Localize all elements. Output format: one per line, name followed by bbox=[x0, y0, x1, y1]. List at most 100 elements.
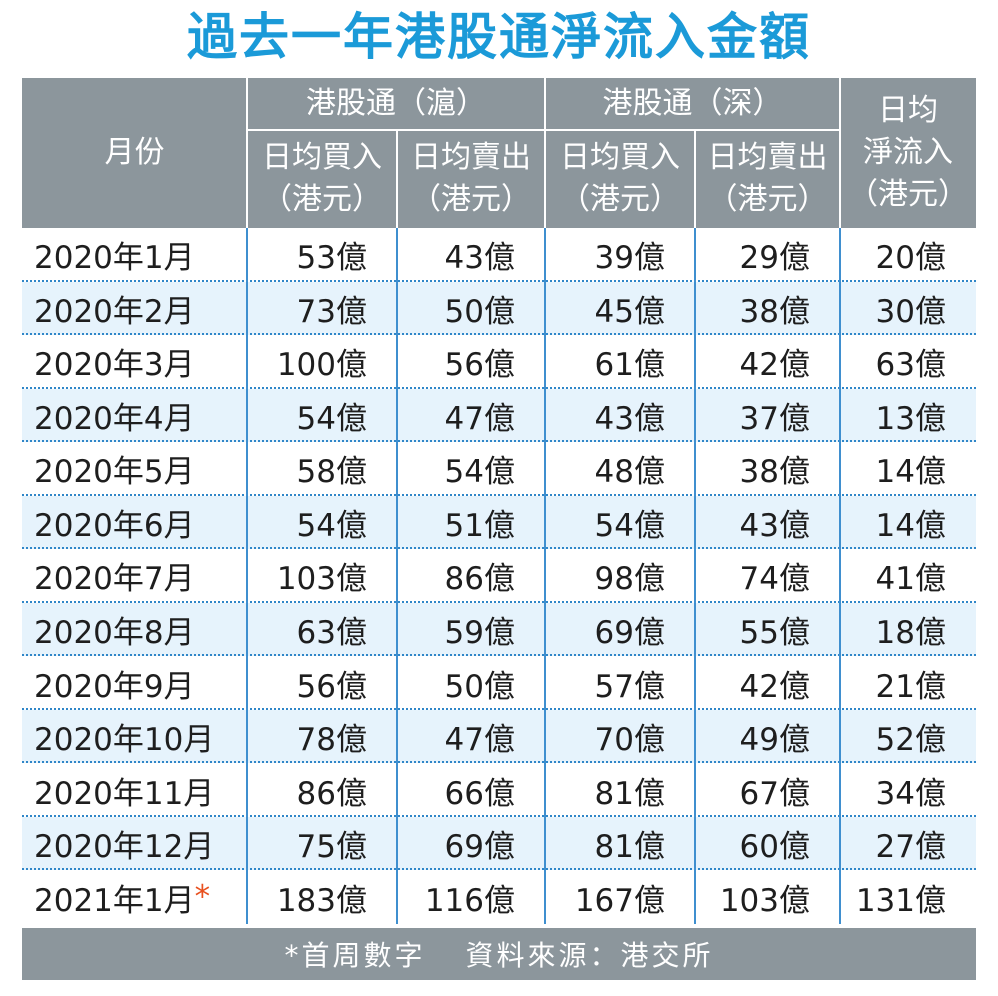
value: 69億 bbox=[594, 615, 665, 652]
value-cell: 78億 bbox=[247, 710, 397, 764]
value-cell: 70億 bbox=[545, 710, 695, 764]
row-bg bbox=[22, 335, 976, 389]
value-cell: 13億 bbox=[840, 389, 976, 443]
month: 2021年1月 bbox=[34, 882, 195, 919]
value-cell: 66億 bbox=[397, 763, 545, 817]
month-cell: 2020年1月 bbox=[22, 228, 247, 282]
value: 38億 bbox=[739, 454, 810, 491]
value-cell: 74億 bbox=[695, 549, 840, 603]
value: 61億 bbox=[594, 347, 665, 384]
value-cell: 43億 bbox=[695, 496, 840, 550]
marker: * bbox=[194, 879, 211, 916]
value-cell: 27億 bbox=[840, 817, 976, 871]
column-divider bbox=[839, 228, 841, 924]
value-cell: 42億 bbox=[695, 656, 840, 710]
value-cell: 103億 bbox=[695, 870, 840, 924]
value: 70億 bbox=[594, 722, 665, 759]
column-divider bbox=[694, 228, 696, 924]
value-cell: 39億 bbox=[545, 228, 695, 282]
value-cell: 56億 bbox=[397, 335, 545, 389]
footnote: *首周數字 bbox=[284, 939, 426, 972]
value: 42億 bbox=[739, 347, 810, 384]
value: 56億 bbox=[296, 668, 367, 705]
value: 54億 bbox=[444, 454, 515, 491]
value: 63億 bbox=[296, 615, 367, 652]
value-cell: 47億 bbox=[397, 710, 545, 764]
value: 54億 bbox=[296, 507, 367, 544]
value: 50億 bbox=[444, 293, 515, 330]
row-bg bbox=[22, 442, 976, 496]
value-cell: 38億 bbox=[695, 282, 840, 336]
value: 66億 bbox=[444, 775, 515, 812]
month-cell: 2020年11月 bbox=[22, 763, 247, 817]
value-cell: 34億 bbox=[840, 763, 976, 817]
sub-header: 日均賣出 （港元） bbox=[695, 130, 840, 228]
value: 60億 bbox=[739, 829, 810, 866]
value: 52億 bbox=[875, 722, 946, 759]
value-cell: 41億 bbox=[840, 549, 976, 603]
value: 67億 bbox=[739, 775, 810, 812]
value-cell: 55億 bbox=[695, 603, 840, 657]
month-header: 月份 bbox=[22, 78, 247, 228]
value-cell: 51億 bbox=[397, 496, 545, 550]
value-cell: 21億 bbox=[840, 656, 976, 710]
row-bg bbox=[22, 388, 976, 443]
month-cell: 2020年12月 bbox=[22, 817, 247, 871]
month: 2020年10月 bbox=[34, 722, 215, 759]
value-cell: 49億 bbox=[695, 710, 840, 764]
value: 50億 bbox=[444, 668, 515, 705]
value: 63億 bbox=[875, 347, 946, 384]
header-line: 日均賣出 bbox=[411, 140, 531, 175]
value-cell: 100億 bbox=[247, 335, 397, 389]
value-cell: 53億 bbox=[247, 228, 397, 282]
value-cell: 103億 bbox=[247, 549, 397, 603]
value-cell: 30億 bbox=[840, 282, 976, 336]
value: 41億 bbox=[875, 561, 946, 598]
month-cell: 2020年9月 bbox=[22, 656, 247, 710]
value-cell: 63億 bbox=[247, 603, 397, 657]
value-cell: 20億 bbox=[840, 228, 976, 282]
header-divider bbox=[247, 129, 545, 131]
value-cell: 54億 bbox=[545, 496, 695, 550]
value-cell: 50億 bbox=[397, 656, 545, 710]
value-cell: 42億 bbox=[695, 335, 840, 389]
value: 183億 bbox=[276, 882, 367, 919]
month: 2020年8月 bbox=[34, 615, 195, 652]
value: 103億 bbox=[719, 882, 810, 919]
month-cell: 2020年3月 bbox=[22, 335, 247, 389]
value-cell: 50億 bbox=[397, 282, 545, 336]
header-line: （港元） bbox=[411, 182, 531, 217]
value: 100億 bbox=[276, 347, 367, 384]
value: 27億 bbox=[875, 829, 946, 866]
value: 13億 bbox=[875, 400, 946, 437]
value-cell: 54億 bbox=[247, 496, 397, 550]
value-cell: 81億 bbox=[545, 817, 695, 871]
value: 74億 bbox=[739, 561, 810, 598]
value-cell: 38億 bbox=[695, 442, 840, 496]
value: 47億 bbox=[444, 400, 515, 437]
column-divider bbox=[544, 228, 546, 924]
value-cell: 61億 bbox=[545, 335, 695, 389]
month: 2020年4月 bbox=[34, 400, 195, 437]
header-divider bbox=[694, 130, 696, 228]
value: 56億 bbox=[444, 347, 515, 384]
row-bg bbox=[22, 816, 976, 871]
value: 20億 bbox=[875, 240, 946, 277]
value-cell: 57億 bbox=[545, 656, 695, 710]
row-bg bbox=[22, 656, 976, 710]
month-cell: 2020年6月 bbox=[22, 496, 247, 550]
value: 103億 bbox=[276, 561, 367, 598]
value: 81億 bbox=[594, 775, 665, 812]
value-cell: 54億 bbox=[247, 389, 397, 443]
row-bg bbox=[22, 709, 976, 764]
value: 29億 bbox=[739, 240, 810, 277]
row-bg bbox=[22, 228, 976, 282]
value-cell: 81億 bbox=[545, 763, 695, 817]
month: 2020年5月 bbox=[34, 454, 195, 491]
month-cell: 2020年2月 bbox=[22, 282, 247, 336]
month: 2020年12月 bbox=[34, 829, 215, 866]
month-cell: 2020年8月 bbox=[22, 603, 247, 657]
value: 57億 bbox=[594, 668, 665, 705]
row-bg bbox=[22, 602, 976, 657]
